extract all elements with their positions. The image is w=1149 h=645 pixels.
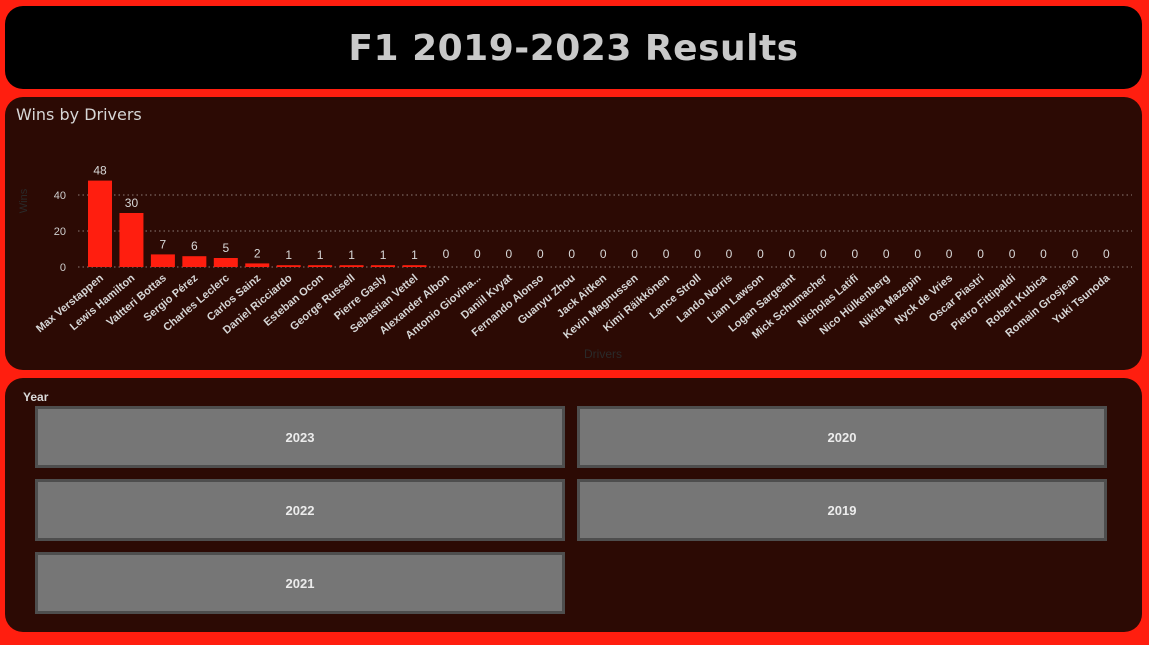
data-label: 0 [600, 247, 607, 261]
data-label: 0 [914, 247, 921, 261]
data-label: 0 [883, 247, 890, 261]
y-axis-ticks: 0 20 40 [54, 190, 66, 274]
data-label: 0 [1009, 247, 1016, 261]
slicer-item-2023[interactable]: 2023 [35, 406, 565, 468]
chart-title: Wins by Drivers [16, 105, 142, 124]
bar[interactable] [150, 254, 175, 267]
bar[interactable] [88, 180, 112, 267]
data-label: 0 [1072, 247, 1079, 261]
bar[interactable] [119, 213, 144, 267]
data-label: 1 [348, 248, 355, 262]
data-label: 48 [93, 164, 107, 178]
bar[interactable] [339, 265, 364, 267]
dashboard-title: F1 2019-2023 Results [348, 28, 799, 69]
year-slicer[interactable]: Year 2023 2020 2022 2019 2021 [5, 378, 1142, 632]
y-tick-label: 20 [54, 226, 66, 238]
data-label: 0 [663, 247, 670, 261]
data-label: 0 [506, 247, 513, 261]
data-label: 0 [474, 247, 481, 261]
data-label: 0 [820, 247, 827, 261]
x-axis-title: Drivers [584, 347, 622, 361]
slicer-item-2020[interactable]: 2020 [577, 406, 1107, 468]
wins-bar-chart[interactable]: 0 20 40 48 30 7 6 5 2 1 1 1 1 1 0 0 0 0 0 0 0 0 0 0 0 0 0 0 0 0 0 0 0 0 0… [5, 97, 1142, 370]
data-label: 1 [317, 248, 324, 262]
bars[interactable] [88, 180, 427, 267]
data-label: 0 [631, 247, 638, 261]
data-label: 0 [946, 247, 953, 261]
slicer-header: Year [23, 390, 49, 404]
data-label: 0 [443, 247, 450, 261]
y-axis-title: Wins [18, 188, 30, 213]
data-label: 0 [757, 247, 764, 261]
data-labels: 48 30 7 6 5 2 1 1 1 1 1 0 0 0 0 0 0 0 0 0 0 0 0 0 0 0 0 0 0 0 0 0 0 [93, 164, 1110, 263]
data-label: 0 [694, 247, 701, 261]
data-label: 0 [851, 247, 858, 261]
data-label: 1 [380, 248, 387, 262]
data-label: 0 [726, 247, 733, 261]
wins-by-drivers-visual[interactable]: Wins by Drivers 0 20 40 48 30 7 6 5 2 1 1 1 1 1 0 0 0 0 0… [5, 97, 1142, 370]
bar[interactable] [245, 263, 270, 267]
data-label: 0 [789, 247, 796, 261]
data-label: 0 [537, 247, 544, 261]
data-label: 7 [160, 237, 167, 251]
bar[interactable] [213, 258, 238, 267]
slicer-item-2019[interactable]: 2019 [577, 479, 1107, 541]
data-label: 0 [1103, 247, 1110, 261]
bar[interactable] [276, 265, 301, 267]
bar[interactable] [182, 256, 207, 267]
data-label: 0 [977, 247, 984, 261]
bar[interactable] [308, 265, 333, 267]
y-tick-label: 0 [60, 262, 66, 274]
data-label: 0 [568, 247, 575, 261]
data-label: 6 [191, 239, 198, 253]
slicer-item-2021[interactable]: 2021 [35, 552, 565, 614]
y-tick-label: 40 [54, 190, 66, 202]
bar[interactable] [371, 265, 396, 267]
data-label: 1 [411, 248, 418, 262]
data-label: 2 [254, 246, 261, 260]
data-label: 0 [1040, 247, 1047, 261]
dashboard-title-card: F1 2019-2023 Results [5, 6, 1142, 89]
data-label: 5 [222, 241, 229, 255]
x-tick-label: Yuki Tsunoda [1050, 272, 1113, 327]
data-label: 1 [285, 248, 292, 262]
data-label: 30 [125, 196, 139, 210]
bar[interactable] [402, 265, 427, 267]
slicer-item-2022[interactable]: 2022 [35, 479, 565, 541]
